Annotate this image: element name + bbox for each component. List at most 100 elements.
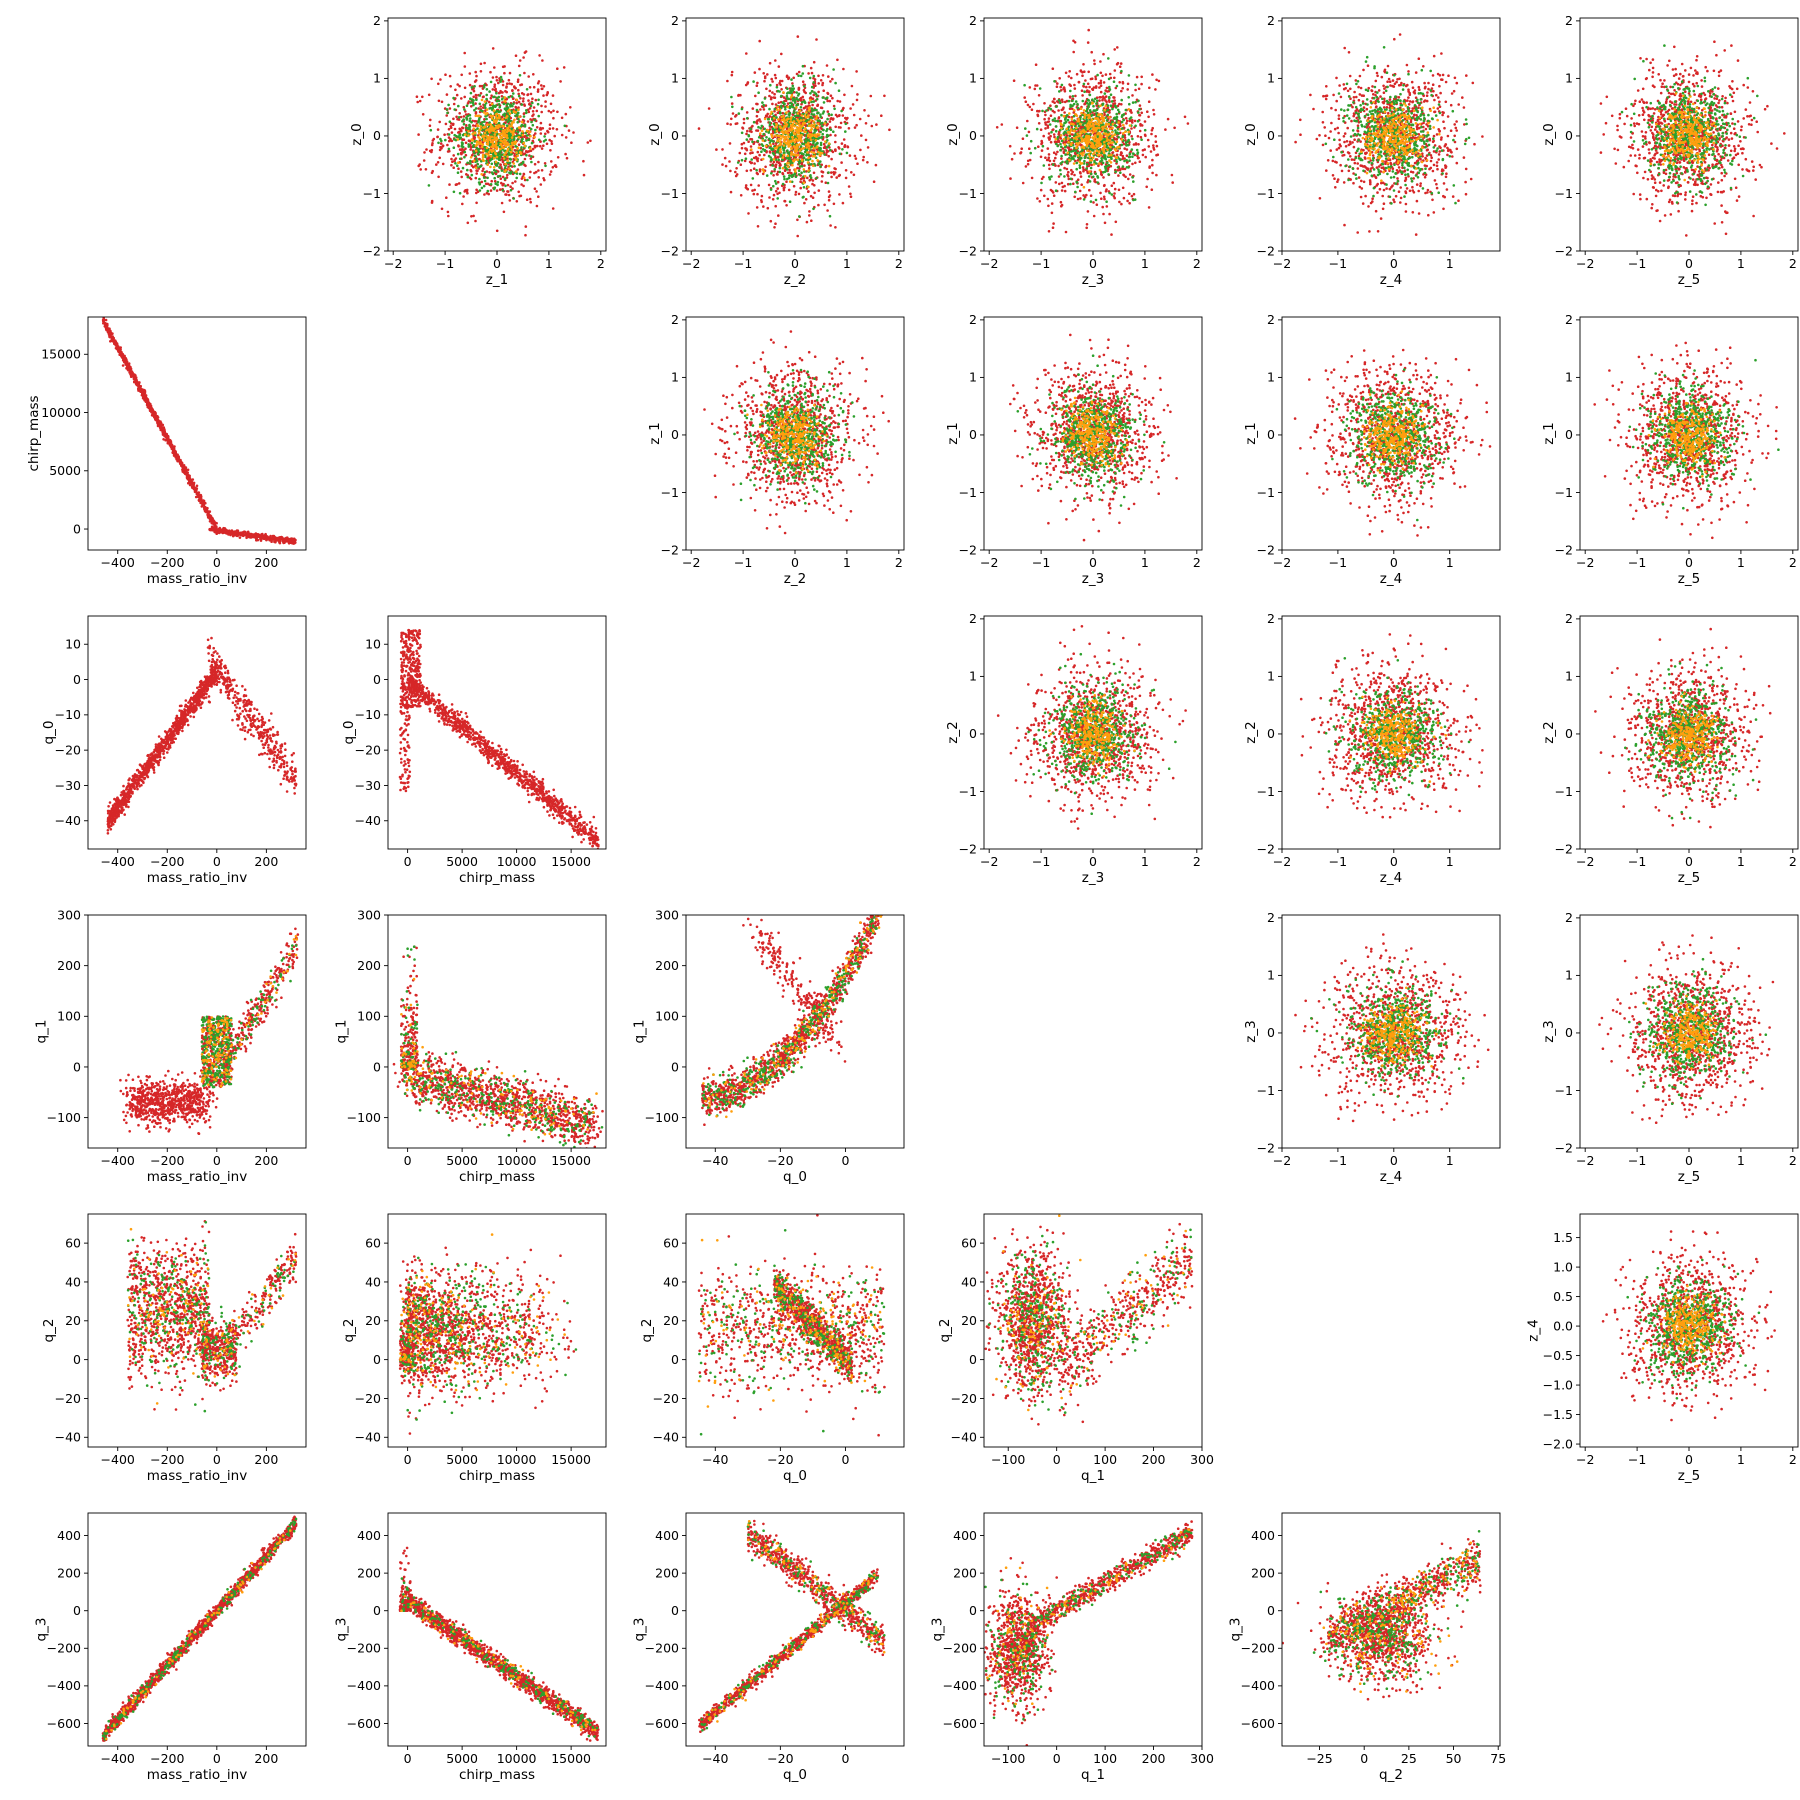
- point-series-0: [1040, 177, 1044, 181]
- point-series-0: [1073, 41, 1077, 44]
- point-series-0: [510, 82, 513, 86]
- point-series-0: [752, 167, 756, 170]
- point-series-0: [1059, 85, 1062, 89]
- point-series-0: [1027, 130, 1031, 134]
- point-series-0: [740, 142, 744, 146]
- x-tick-label: 1: [843, 256, 851, 271]
- point-series-0: [1028, 105, 1032, 109]
- point-series-0: [831, 77, 834, 81]
- point-series-0: [502, 210, 506, 214]
- point-series-1: [1067, 99, 1071, 103]
- point-series-0: [463, 51, 467, 55]
- point-series-0: [1114, 220, 1118, 224]
- point-series-1: [520, 146, 523, 149]
- point-series-0: [540, 147, 544, 150]
- point-series-2: [491, 143, 495, 146]
- point-series-2: [510, 136, 514, 139]
- point-series-0: [826, 99, 829, 103]
- point-series-1: [494, 182, 498, 185]
- point-series-0: [533, 162, 537, 166]
- point-series-2: [804, 143, 808, 146]
- point-series-0: [501, 175, 505, 179]
- point-series-0: [742, 117, 746, 121]
- point-series-0: [1065, 134, 1069, 137]
- point-series-0: [504, 193, 507, 196]
- point-series-1: [1143, 128, 1147, 132]
- point-series-2: [512, 128, 516, 132]
- point-series-0: [549, 149, 552, 152]
- point-series-1: [504, 184, 507, 188]
- point-series-0: [1039, 155, 1043, 159]
- point-series-1: [499, 127, 503, 131]
- point-series-1: [1074, 100, 1078, 103]
- point-series-0: [771, 198, 775, 201]
- point-series-1: [482, 124, 485, 127]
- point-series-2: [470, 138, 474, 141]
- point-series-0: [734, 174, 738, 178]
- point-series-0: [506, 157, 509, 160]
- point-series-0: [430, 143, 434, 147]
- point-series-1: [1082, 82, 1086, 86]
- point-series-0: [1047, 132, 1051, 135]
- point-series-1: [1127, 166, 1130, 169]
- point-series-0: [507, 78, 511, 82]
- point-series-1: [750, 158, 753, 161]
- point-series-1: [473, 140, 477, 143]
- point-series-0: [1050, 202, 1054, 205]
- point-series-1: [1095, 99, 1099, 102]
- point-series-2: [490, 128, 494, 131]
- x-axis-label: z_1: [486, 272, 508, 288]
- point-series-1: [525, 154, 528, 157]
- point-series-0: [1051, 100, 1055, 103]
- point-series-1: [1109, 104, 1113, 107]
- point-series-0: [829, 117, 832, 121]
- point-series-1: [819, 143, 823, 147]
- point-series-1: [520, 103, 524, 106]
- point-series-0: [758, 143, 761, 146]
- point-series-1: [805, 154, 808, 157]
- point-series-2: [809, 128, 813, 132]
- point-series-1: [761, 137, 764, 140]
- point-series-0: [440, 100, 444, 104]
- point-series-0: [747, 212, 750, 215]
- point-series-0: [1166, 117, 1170, 121]
- point-series-0: [838, 173, 841, 177]
- point-series-1: [1131, 101, 1135, 104]
- point-series-0: [1046, 124, 1050, 127]
- point-series-0: [501, 80, 505, 83]
- point-series-1: [499, 153, 503, 157]
- point-series-0: [1070, 76, 1073, 80]
- point-series-0: [796, 166, 799, 170]
- point-series-0: [1119, 168, 1122, 171]
- point-series-0: [787, 76, 791, 79]
- point-series-1: [812, 141, 815, 145]
- point-series-0: [761, 172, 765, 176]
- point-series-1: [1071, 156, 1074, 159]
- point-series-0: [1063, 166, 1066, 170]
- point-series-0: [794, 193, 797, 196]
- point-series-2: [787, 135, 791, 138]
- point-series-0: [438, 156, 442, 160]
- point-series-1: [1118, 157, 1121, 161]
- point-series-0: [776, 180, 780, 184]
- point-series-1: [485, 159, 488, 163]
- point-series-0: [474, 112, 478, 115]
- point-series-1: [768, 137, 771, 141]
- point-series-0: [764, 104, 768, 107]
- point-series-0: [760, 199, 763, 202]
- point-series-2: [796, 139, 800, 142]
- point-series-1: [1077, 124, 1081, 128]
- point-series-0: [752, 192, 756, 196]
- point-series-1: [490, 133, 493, 136]
- point-series-2: [517, 108, 520, 111]
- point-series-0: [516, 80, 520, 83]
- point-series-1: [1100, 157, 1103, 160]
- point-series-0: [788, 168, 791, 172]
- point-series-1: [1135, 148, 1139, 152]
- point-series-0: [833, 167, 836, 170]
- point-series-2: [507, 109, 510, 113]
- point-series-0: [551, 166, 555, 169]
- point-series-0: [761, 135, 764, 138]
- point-series-0: [542, 85, 546, 88]
- point-series-0: [1099, 170, 1103, 174]
